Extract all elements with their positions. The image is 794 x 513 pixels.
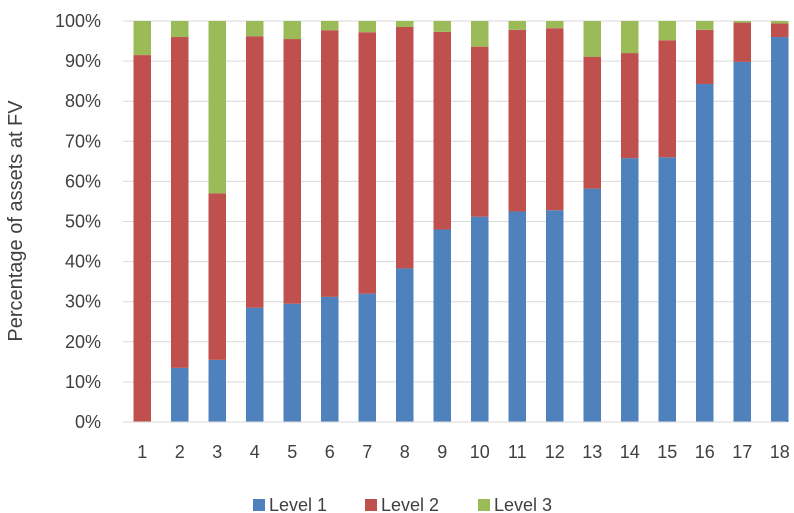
legend-swatch-level-3 bbox=[478, 499, 490, 511]
x-tick-label: 16 bbox=[695, 442, 715, 462]
bar-segment-level-2-8 bbox=[396, 27, 414, 269]
y-tick-label: 30% bbox=[65, 292, 101, 312]
legend-label-level-2: Level 2 bbox=[381, 495, 439, 513]
bar-segment-level-2-11 bbox=[508, 29, 526, 212]
x-tick-label: 13 bbox=[582, 442, 602, 462]
bar-segment-level-1-2 bbox=[171, 367, 189, 422]
legend: Level 1 Level 2 Level 3 bbox=[253, 495, 552, 513]
bar-segment-level-3-7 bbox=[358, 21, 376, 33]
bar-segment-level-3-1 bbox=[133, 21, 151, 56]
bar-segment-level-3-17 bbox=[733, 21, 751, 23]
y-axis-title: Percentage of assets at FV bbox=[5, 100, 27, 342]
bar-segment-level-1-9 bbox=[433, 229, 451, 422]
bar-segment-level-3-2 bbox=[171, 21, 189, 38]
bar-segment-level-3-8 bbox=[396, 21, 414, 28]
bar-segment-level-3-13 bbox=[583, 21, 601, 57]
x-tick-label: 6 bbox=[325, 442, 335, 462]
y-tick-label: 90% bbox=[65, 51, 101, 71]
bar-segment-level-3-15 bbox=[658, 21, 676, 41]
bar-segment-level-2-17 bbox=[733, 22, 751, 62]
x-tick-label: 9 bbox=[437, 442, 447, 462]
y-tick-label: 100% bbox=[55, 11, 101, 31]
bar-segment-level-3-6 bbox=[321, 21, 339, 31]
bar-segment-level-1-6 bbox=[321, 296, 339, 422]
bar-segment-level-2-5 bbox=[283, 39, 301, 304]
bar-segment-level-3-16 bbox=[696, 21, 714, 30]
bar-segment-level-3-4 bbox=[246, 21, 264, 37]
x-tick-label: 14 bbox=[620, 442, 640, 462]
bar-segment-level-1-17 bbox=[733, 61, 751, 423]
bar-segment-level-2-9 bbox=[433, 31, 451, 230]
x-tick-label: 1 bbox=[137, 442, 147, 462]
x-tick-label: 4 bbox=[250, 442, 260, 462]
y-tick-label: 60% bbox=[65, 171, 101, 191]
x-tick-label: 12 bbox=[545, 442, 565, 462]
legend-label-level-3: Level 3 bbox=[494, 495, 552, 513]
x-tick-label: 15 bbox=[657, 442, 677, 462]
y-tick-label: 70% bbox=[65, 131, 101, 151]
bar-segment-level-1-12 bbox=[546, 210, 564, 422]
bar-segment-level-2-7 bbox=[358, 32, 376, 294]
x-tick-label: 5 bbox=[287, 442, 297, 462]
x-tick-label: 2 bbox=[175, 442, 185, 462]
bar-segment-level-2-13 bbox=[583, 56, 601, 189]
bar-segment-level-2-2 bbox=[171, 37, 189, 368]
bar-segment-level-3-9 bbox=[433, 21, 451, 32]
y-tick-label: 50% bbox=[65, 212, 101, 232]
bar-segment-level-3-11 bbox=[508, 21, 526, 30]
bar-segment-level-2-14 bbox=[621, 53, 639, 159]
x-tick-label: 3 bbox=[212, 442, 222, 462]
bar-segment-level-1-7 bbox=[358, 293, 376, 422]
y-tick-label: 10% bbox=[65, 372, 101, 392]
x-tick-label: 17 bbox=[732, 442, 752, 462]
bar-segment-level-3-12 bbox=[546, 21, 564, 29]
bar-segment-level-1-18 bbox=[771, 37, 789, 422]
y-tick-label: 40% bbox=[65, 252, 101, 272]
bar-segment-level-3-14 bbox=[621, 21, 639, 54]
bar-segment-level-1-5 bbox=[283, 303, 301, 422]
y-tick-label: 0% bbox=[75, 412, 101, 432]
bar-segment-level-1-16 bbox=[696, 83, 714, 423]
bar-segment-level-3-18 bbox=[771, 21, 789, 24]
bar-segment-level-3-3 bbox=[208, 21, 226, 194]
legend-swatch-level-2 bbox=[365, 499, 377, 511]
y-tick-label: 20% bbox=[65, 332, 101, 352]
bar-segment-level-2-16 bbox=[696, 29, 714, 84]
y-tick-label: 80% bbox=[65, 91, 101, 111]
y-tick-labels: 0% 10% 20% 30% 40% 50% 60% 70% 80% 90% 100% bbox=[55, 11, 101, 432]
x-tick-label: 7 bbox=[362, 442, 372, 462]
bar-segment-level-3-5 bbox=[283, 21, 301, 40]
legend-label-level-1: Level 1 bbox=[269, 495, 327, 513]
bar-segment-level-2-15 bbox=[658, 40, 676, 158]
bar-segment-level-1-3 bbox=[208, 359, 226, 422]
x-tick-label: 8 bbox=[400, 442, 410, 462]
x-tick-label: 10 bbox=[470, 442, 490, 462]
x-tick-label: 18 bbox=[770, 442, 790, 462]
bar-segment-level-1-4 bbox=[246, 307, 264, 422]
bar-segment-level-1-8 bbox=[396, 268, 414, 422]
bar-segment-level-2-18 bbox=[771, 23, 789, 38]
bar-segment-level-2-3 bbox=[208, 193, 226, 360]
bars bbox=[133, 21, 789, 423]
bar-segment-level-3-10 bbox=[471, 21, 489, 47]
bar-segment-level-2-10 bbox=[471, 46, 489, 217]
bar-segment-level-2-1 bbox=[133, 55, 151, 422]
x-tick-labels: 1 2 3 4 5 6 7 8 9 10 11 12 13 14 15 16 17 18 bbox=[137, 442, 790, 462]
bar-segment-level-1-15 bbox=[658, 157, 676, 422]
bar-segment-level-1-10 bbox=[471, 216, 489, 422]
bar-segment-level-1-13 bbox=[583, 188, 601, 422]
bar-segment-level-1-14 bbox=[621, 158, 639, 422]
x-tick-label: 11 bbox=[508, 442, 527, 462]
bar-segment-level-2-6 bbox=[321, 30, 339, 297]
bar-segment-level-2-4 bbox=[246, 36, 264, 308]
legend-swatch-level-1 bbox=[253, 499, 265, 511]
bar-segment-level-2-12 bbox=[546, 28, 564, 211]
bar-segment-level-1-11 bbox=[508, 211, 526, 422]
